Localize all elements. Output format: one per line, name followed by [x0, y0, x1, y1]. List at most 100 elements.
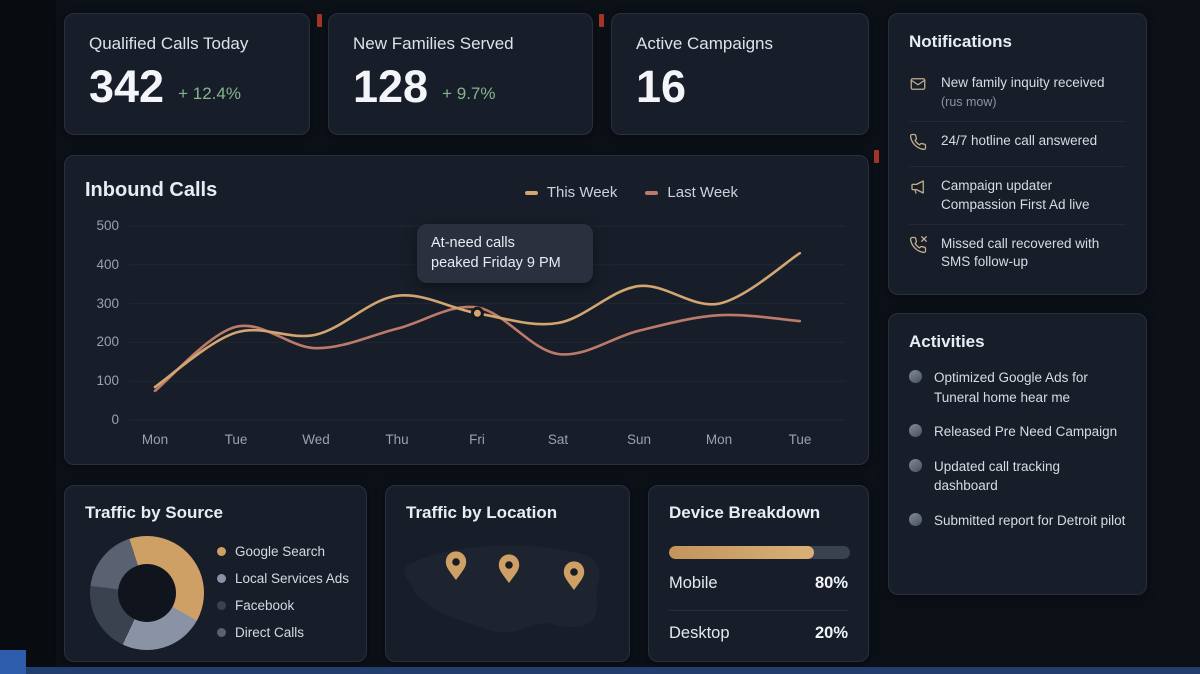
device-label: Desktop — [669, 624, 730, 642]
source-legend-item[interactable]: Local Services Ads — [217, 571, 349, 586]
stat-card-qualified-calls: Qualified Calls Today 342 + 12.4% — [64, 13, 310, 135]
traffic-by-source-card: Traffic by Source Google Search Local Se… — [64, 485, 367, 662]
y-tick-label: 400 — [96, 257, 119, 272]
source-legend-dot — [217, 547, 226, 556]
notification-item[interactable]: 24/7 hotline call answered — [909, 122, 1126, 168]
x-axis-labels: Mon Tue Wed Thu Fri Sat Sun Mon Tue — [65, 432, 868, 452]
source-legend-label: Direct Calls — [235, 625, 305, 640]
device-row-desktop: Desktop 20% — [669, 624, 848, 643]
bullet-icon — [909, 512, 922, 526]
notification-item[interactable]: Campaign updater Compassion First Ad liv… — [909, 167, 1126, 225]
activities-list: Optimized Google Ads for Tuneral home he… — [909, 368, 1126, 530]
notification-text: Campaign updater Compassion First Ad liv… — [941, 178, 1090, 212]
stat-value: 16 — [636, 61, 687, 112]
activity-item: Optimized Google Ads for Tuneral home he… — [909, 368, 1126, 407]
activities-title: Activities — [909, 332, 985, 351]
device-value: 80% — [814, 574, 848, 592]
stat-title: New Families Served — [353, 34, 514, 53]
y-tick-label: 300 — [96, 296, 119, 311]
source-legend-label: Local Services Ads — [235, 571, 350, 586]
device-progress-fill — [669, 546, 814, 559]
bullet-icon — [909, 458, 922, 472]
source-legend-label: Google Search — [235, 544, 326, 559]
source-legend-dot — [217, 574, 226, 583]
source-legend: Google Search Local Services Ads Faceboo… — [217, 544, 349, 640]
x-tick-label: Mon — [141, 432, 169, 447]
source-legend-dot — [217, 628, 226, 637]
traffic-by-location-card: Traffic by Location — [385, 485, 630, 662]
stat-title: Qualified Calls Today — [89, 34, 249, 53]
stat-delta: + 9.7% — [442, 84, 496, 103]
stat-delta: + 12.4% — [178, 84, 241, 103]
y-tick-label: 100 — [96, 373, 119, 388]
bottom-corner-accent — [0, 650, 26, 674]
missed-call-icon — [909, 235, 929, 271]
activity-item: Submitted report for Detroit pilot — [909, 511, 1126, 531]
notification-text: New family inquity received — [941, 75, 1105, 90]
activity-text: Submitted report for Detroit pilot — [934, 512, 1126, 528]
x-tick-label: Mon — [705, 432, 733, 447]
accent-mark — [317, 14, 322, 27]
notifications-card: Notifications New family inquity receive… — [888, 13, 1147, 295]
map-pin-icon — [445, 551, 467, 580]
activity-text: Released Pre Need Campaign — [934, 424, 1118, 440]
legend-label: Last Week — [667, 184, 738, 201]
bullet-icon — [909, 424, 922, 438]
device-breakdown-title: Device Breakdown — [669, 503, 821, 522]
bullet-icon — [909, 370, 922, 383]
stat-card-new-families: New Families Served 128 + 9.7% — [328, 13, 593, 135]
source-legend-item[interactable]: Facebook — [217, 598, 349, 613]
stat-title: Active Campaigns — [636, 34, 774, 53]
traffic-by-source-title: Traffic by Source — [85, 503, 223, 522]
chart-legend: This Week Last Week — [524, 184, 738, 201]
activity-item: Released Pre Need Campaign — [909, 422, 1126, 442]
device-row-mobile: Mobile 80% — [669, 574, 848, 593]
notification-text: 24/7 hotline call answered — [941, 133, 1098, 149]
source-legend-item[interactable]: Direct Calls — [217, 625, 349, 640]
device-breakdown-card: Device Breakdown Mobile 80% Desktop 20% — [648, 485, 869, 662]
notification-text: Missed call recovered with SMS follow-up — [941, 235, 1100, 269]
map-pin-icon — [563, 561, 585, 590]
notification-item[interactable]: New family inquity received (rus mow) — [909, 64, 1126, 123]
legend-label: This Week — [546, 184, 618, 201]
notification-item[interactable]: Missed call recovered with SMS follow-up — [909, 225, 1126, 281]
traffic-by-location-title: Traffic by Location — [406, 503, 558, 522]
y-tick-label: 0 — [111, 412, 119, 427]
activity-text: Updated call tracking dashboard — [934, 458, 1061, 494]
legend-item-last-week[interactable]: Last Week — [645, 184, 738, 201]
stat-card-active-campaigns: Active Campaigns 16 — [611, 13, 869, 135]
accent-mark — [599, 14, 604, 27]
megaphone-icon — [909, 177, 929, 213]
x-tick-label: Fri — [469, 432, 485, 447]
x-tick-label: Thu — [385, 432, 409, 447]
inbound-calls-title: Inbound Calls — [85, 179, 218, 201]
accent-mark — [874, 150, 879, 163]
chart-tooltip: At-need calls peaked Friday 9 PM — [417, 224, 593, 283]
activities-card: Activities Optimized Google Ads for Tune… — [888, 313, 1147, 595]
source-legend-dot — [217, 601, 226, 610]
inbound-calls-card: Inbound Calls This Week Last Week 500 40… — [64, 155, 869, 465]
mail-icon — [909, 74, 929, 111]
x-tick-label: Tue — [224, 432, 248, 447]
left-edge-strip — [0, 0, 56, 674]
chart-legend-dot — [524, 190, 538, 195]
y-tick-label: 500 — [96, 218, 119, 233]
divider — [669, 610, 848, 611]
device-value: 20% — [814, 624, 848, 642]
us-map — [404, 545, 600, 633]
notifications-list: New family inquity received (rus mow) 24… — [909, 64, 1126, 281]
x-tick-label: Sat — [547, 432, 569, 447]
activity-item: Updated call tracking dashboard — [909, 457, 1126, 496]
x-tick-label: Sun — [626, 432, 652, 447]
device-label: Mobile — [669, 574, 718, 592]
x-tick-label: Tue — [788, 432, 812, 447]
chart-legend-dot — [645, 190, 659, 195]
source-legend-label: Facebook — [235, 598, 295, 613]
legend-item-this-week[interactable]: This Week — [524, 184, 618, 201]
map-pin-icon — [498, 554, 520, 583]
source-legend-item[interactable]: Google Search — [217, 544, 349, 559]
phone-icon — [909, 132, 929, 156]
notification-subtext: (rus mow) — [941, 95, 997, 110]
stat-value: 128 — [353, 61, 429, 112]
